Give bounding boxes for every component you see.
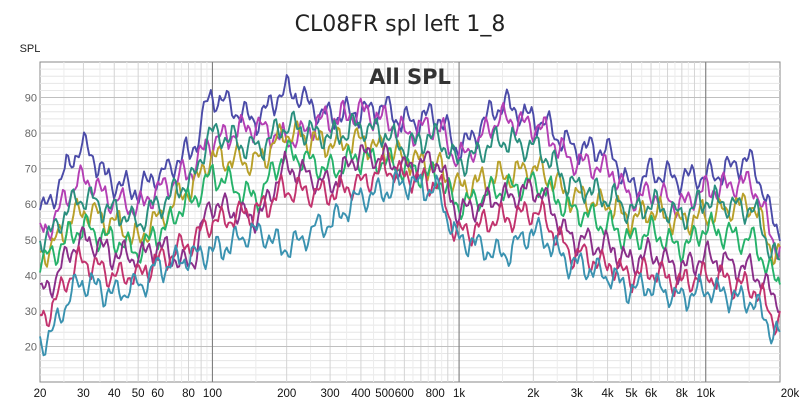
x-tick-label: 20 [34,388,47,400]
y-tick-label: 40 [25,270,37,282]
series-line-5 [39,139,781,285]
series-group [39,74,781,357]
x-tick-label: 5k [625,388,637,400]
y-tick-label: 20 [25,341,37,353]
x-tick-label: 500 [375,388,394,400]
x-tick-label: 80 [182,388,195,400]
chart-title: CL08FR spl left 1_8 [295,12,506,37]
x-tick-label: 8k [676,388,688,400]
y-tick-label: 90 [25,93,37,105]
chart-subtitle: All SPL [369,65,451,89]
x-tick-label: 2k [527,388,539,400]
y-tick-label: 60 [25,199,37,211]
x-tick-label: 3k [571,388,583,400]
series-line-1 [39,74,781,242]
series-line-6 [39,142,781,314]
x-tick-label: 4k [602,388,614,400]
x-tick-label: 60 [151,388,164,400]
y-tick-labels: 20 30 40 50 60 70 80 90 [25,93,37,354]
x-tick-label: 100 [203,388,222,400]
y-axis-label: SPL [20,43,41,55]
x-tick-label: 600 [395,388,414,400]
x-tick-label: 20kHz [781,388,800,400]
y-tick-label: 30 [25,306,37,318]
x-tick-label: 200 [277,388,296,400]
y-tick-label: 70 [25,164,37,176]
series-line-3 [39,120,781,268]
series-line-8 [39,169,781,357]
y-tick-label: 50 [25,235,37,247]
x-tick-labels: 20 30 40 50 60 80 100 200 300 400 500 600 800 1k 2k 3k 4… [34,388,800,400]
x-tick-label: 400 [351,388,370,400]
series-line-4 [39,110,781,261]
y-tick-label: 80 [25,128,37,140]
x-tick-label: 6k [645,388,657,400]
x-tick-label: 800 [426,388,445,400]
x-tick-label: 300 [321,388,340,400]
series-line-2 [39,97,781,260]
x-tick-label: 10k [696,388,715,400]
x-tick-label: 30 [77,388,90,400]
x-tick-label: 1k [453,388,465,400]
x-tick-label: 40 [108,388,121,400]
x-tick-label: 50 [132,388,145,400]
